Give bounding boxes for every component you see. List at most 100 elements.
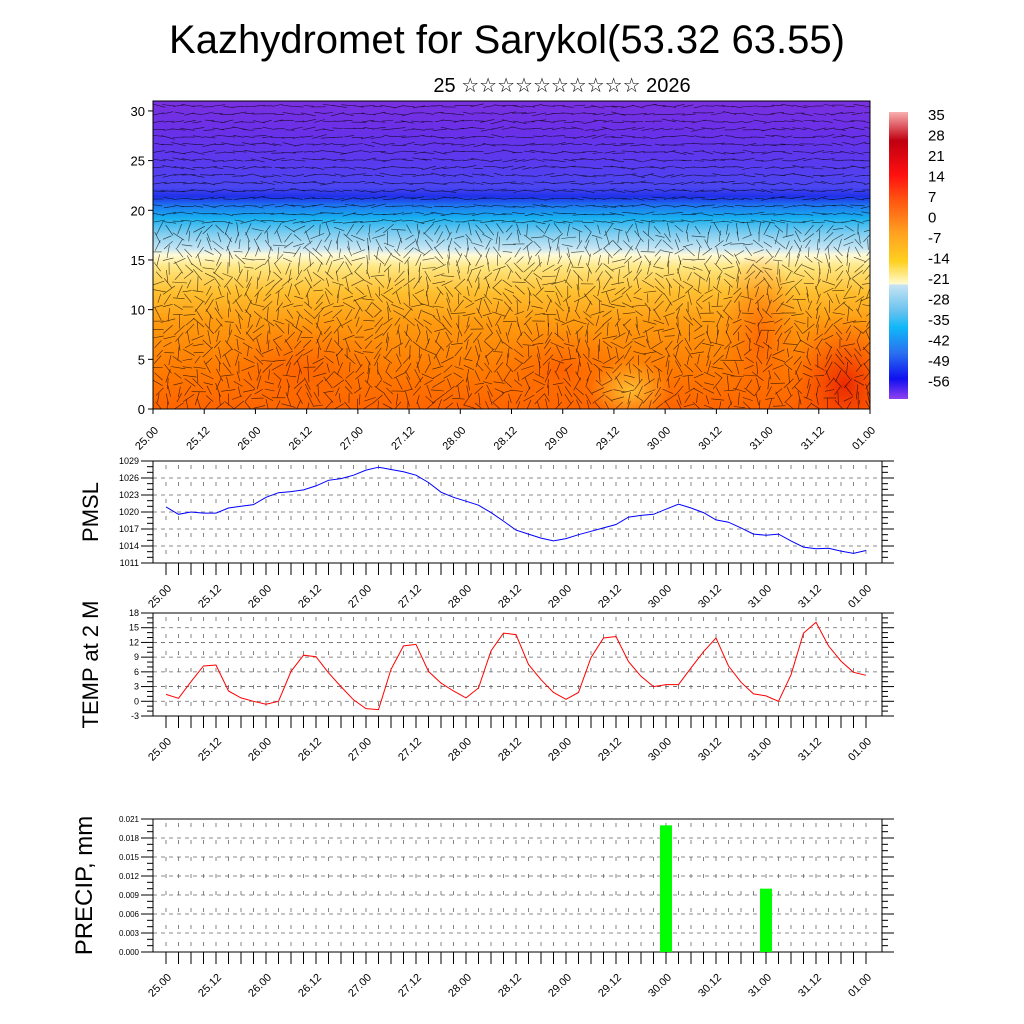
wind-arrow xyxy=(622,323,633,336)
wind-arrow xyxy=(344,135,354,138)
wind-arrow xyxy=(554,332,564,341)
wind-arrow xyxy=(383,142,395,146)
wind-arrow xyxy=(396,229,403,244)
wind-arrow xyxy=(681,205,695,207)
wind-arrow xyxy=(573,392,583,404)
wind-arrow xyxy=(745,325,753,333)
wind-arrow xyxy=(577,351,581,367)
wind-arrow xyxy=(761,189,773,193)
wind-arrow xyxy=(331,136,343,138)
wind-arrow xyxy=(492,188,507,192)
wind-arrow xyxy=(226,245,233,259)
wind-arrow xyxy=(617,269,620,284)
wind-arrow xyxy=(641,173,654,177)
wind-arrow xyxy=(523,241,533,250)
x-tick-label: 28.00 xyxy=(446,583,474,611)
wind-arrow xyxy=(432,373,442,379)
wind-arrow xyxy=(253,174,267,178)
wind-arrow xyxy=(662,219,675,224)
wind-arrow xyxy=(215,301,219,312)
wind-arrow xyxy=(314,128,325,132)
wind-arrow xyxy=(611,159,624,163)
wind-arrow xyxy=(372,234,386,239)
wind-arrow xyxy=(631,104,644,109)
wind-arrow xyxy=(213,104,226,107)
x-tick-label: 01.00 xyxy=(846,583,874,611)
wind-arrow xyxy=(163,197,174,200)
x-tick-label: 29.00 xyxy=(546,736,574,764)
wind-arrow xyxy=(858,286,862,296)
wind-arrow xyxy=(765,299,772,314)
wind-arrow xyxy=(474,283,480,297)
wind-arrow xyxy=(682,104,694,108)
wind-arrow xyxy=(190,189,205,192)
wind-arrow xyxy=(523,234,533,242)
wind-arrow xyxy=(154,307,162,321)
wind-arrow xyxy=(202,143,216,147)
wind-arrow xyxy=(780,143,796,146)
wind-arrow xyxy=(821,181,835,185)
wind-arrow xyxy=(223,106,234,108)
wind-arrow xyxy=(650,340,664,349)
wind-arrow xyxy=(276,230,282,243)
wind-arrow xyxy=(805,310,813,319)
wind-arrow xyxy=(162,173,177,178)
wind-arrow xyxy=(632,174,645,179)
wind-arrow xyxy=(307,402,310,409)
wind-arrow xyxy=(505,135,515,138)
wind-arrow xyxy=(576,399,581,409)
wind-arrow xyxy=(403,277,416,287)
wind-arrow xyxy=(293,246,301,257)
y-tick-label: 0.000 xyxy=(119,948,140,957)
y-tick-label: 9 xyxy=(134,652,139,662)
wind-arrow xyxy=(345,370,355,379)
wind-arrow xyxy=(655,235,665,238)
wind-arrow xyxy=(700,190,716,192)
wind-arrow xyxy=(850,204,865,207)
wind-arrow xyxy=(475,345,480,360)
wind-arrow xyxy=(392,219,403,222)
wind-arrow xyxy=(614,318,621,327)
wind-arrow xyxy=(206,285,212,296)
wind-arrow xyxy=(162,212,177,215)
y-tick-label: 20 xyxy=(131,203,145,218)
wind-arrow xyxy=(333,257,344,262)
wind-arrow xyxy=(636,316,638,329)
wind-arrow xyxy=(622,173,637,176)
wind-arrow xyxy=(558,246,560,258)
wind-arrow xyxy=(822,120,833,123)
wind-arrow xyxy=(693,387,704,394)
wind-arrow xyxy=(760,213,776,215)
wind-arrow xyxy=(262,166,272,168)
wind-arrow xyxy=(811,221,825,224)
wind-arrow xyxy=(305,230,311,244)
wind-arrow xyxy=(816,293,821,305)
wind-arrow xyxy=(824,306,831,321)
wind-arrow xyxy=(422,135,433,138)
wind-arrow xyxy=(603,221,614,224)
wind-arrow xyxy=(823,103,835,107)
wind-arrow xyxy=(345,308,353,321)
wind-arrow xyxy=(491,401,501,409)
wind-arrow xyxy=(421,373,434,380)
wind-arrow xyxy=(624,380,635,387)
wind-arrow xyxy=(396,237,402,252)
wind-arrow xyxy=(382,324,392,336)
wind-arrow xyxy=(234,254,246,265)
wind-arrow xyxy=(375,379,382,388)
wind-arrow xyxy=(178,386,181,398)
wind-arrow xyxy=(643,351,657,355)
wind-arrow xyxy=(242,389,255,393)
wind-arrow xyxy=(824,316,830,328)
wind-arrow xyxy=(763,222,771,236)
wind-arrow xyxy=(634,341,646,348)
wind-arrow xyxy=(527,301,531,311)
wind-arrow xyxy=(785,245,793,258)
wind-arrow xyxy=(261,394,274,402)
wind-arrow xyxy=(296,359,302,374)
wind-arrow xyxy=(381,128,393,131)
wind-arrow xyxy=(761,151,775,155)
wind-arrow xyxy=(776,286,783,295)
wind-arrow xyxy=(802,365,813,371)
wind-arrow xyxy=(184,343,194,349)
